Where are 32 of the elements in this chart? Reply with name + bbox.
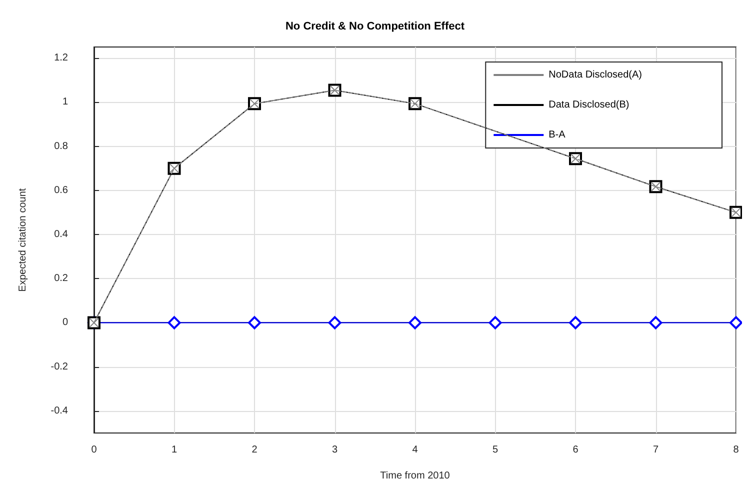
x-tick-label: 5 <box>492 444 498 456</box>
point <box>248 316 261 330</box>
point <box>488 316 502 330</box>
x-tick-label: 6 <box>572 444 579 456</box>
y-tick-label: 0.6 <box>54 184 68 196</box>
y-tick-label: -0.2 <box>50 361 68 372</box>
chart-title: No Credit & No Competition Effect <box>285 20 465 32</box>
point <box>408 316 422 330</box>
point <box>730 316 742 330</box>
y-tick-label: 0 <box>62 317 68 328</box>
y-axis-title: Expected citation count <box>18 188 28 292</box>
x-tick-label: 1 <box>171 444 178 456</box>
y-tick-label: 1.2 <box>54 52 68 64</box>
x-tick-label: 2 <box>252 444 258 456</box>
point <box>328 316 342 330</box>
x-tick-label: 3 <box>332 444 338 456</box>
x-tick-label: 4 <box>412 444 418 456</box>
point <box>569 316 582 330</box>
legend-label: NoData Disclosed(A) <box>548 70 642 80</box>
legend-label: Data Disclosed(B) <box>548 100 630 110</box>
y-tick-label: 1 <box>62 96 68 108</box>
point <box>168 316 181 330</box>
x-axis-title: Time from 2010 <box>380 470 450 482</box>
x-tick-label: 7 <box>652 444 659 456</box>
x-tick-label: 0 <box>91 444 98 456</box>
y-tick-label: 0.8 <box>54 140 68 152</box>
y-tick-label: 0.4 <box>54 228 68 240</box>
x-tick-label: 8 <box>733 444 740 456</box>
y-tick-label: 0.2 <box>54 273 68 284</box>
point <box>649 316 662 330</box>
legend-label: B-A <box>548 130 566 140</box>
y-tick-label: -0.4 <box>50 405 68 416</box>
